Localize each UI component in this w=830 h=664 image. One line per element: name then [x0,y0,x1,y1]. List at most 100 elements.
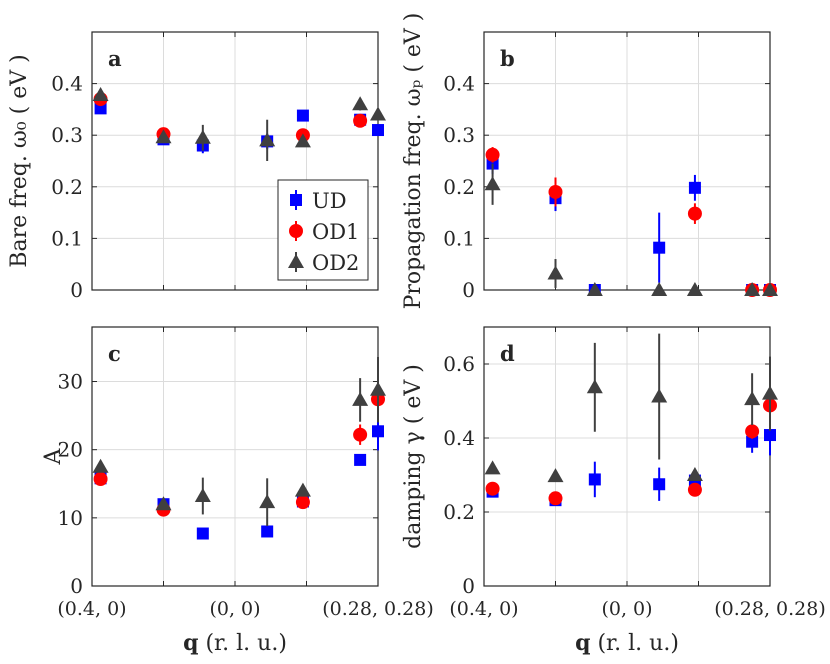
data-point-od2-3 [259,132,276,147]
data-point-od2-1 [547,468,564,483]
data-point-ud-3 [653,241,666,254]
data-point-od1-2 [687,482,702,497]
data-point-od2-0 [92,458,109,473]
x-tick-label: (0.28, 0.28) [714,598,826,620]
x-axis-label: q (r. l. u.) [575,630,679,656]
y-axis-label-b: Propagation freq. ωₚ ( eV ) [401,13,426,310]
y-tick-label: 0.6 [443,352,475,376]
series-od2 [484,333,778,483]
y-axis-label-a: Bare freq. ω₀ ( eV ) [7,54,32,267]
data-point-ud-5 [746,435,759,448]
data-point-ud-6 [764,429,776,442]
data-point-ud-4 [688,181,701,194]
legend-label-od2: OD2 [312,251,359,275]
data-point-od2-0 [92,86,109,101]
data-point-od2-2 [586,379,603,394]
y-tick-label: 0 [462,278,475,302]
data-point-od2-5 [352,96,369,111]
data-point-od2-4 [686,282,703,296]
panel-b: 0 0.1 0.2 0.3 0.4 b Propagation freq. ωₚ ( eV … [401,13,778,310]
data-point-od1-2 [687,206,702,221]
data-point-od2-3 [651,388,668,403]
data-point-od2-1 [155,129,172,144]
panel-c: 0 10 20 30 c A (0.4, 0) (0, 0) (0.28, 0.28) q (r.… [41,326,434,656]
data-point-od2-4 [294,482,311,497]
data-point-ud-6 [372,425,384,438]
y-tick-label: 0 [462,574,475,598]
panel-letter-a: a [108,46,122,71]
x-tick-label: (0, 0) [209,598,260,620]
data-point-od2-6 [370,106,386,121]
y-tick-label: 0.2 [443,175,475,199]
data-point-od2-6 [762,385,778,400]
data-point-od1-3 [353,113,368,128]
data-point-od2-2 [194,129,211,144]
y-axis-label-d: damping γ ( eV ) [401,364,426,549]
x-axis-label-bold: q [575,630,590,656]
series-od2 [92,356,386,527]
x-tick-label: (0.4, 0) [57,598,126,620]
legend-marker-od2 [288,254,304,268]
y-tick-label: 0.4 [51,72,83,96]
data-point-od1-0 [485,481,500,496]
panel-a: 0 0.1 0.2 0.3 0.4 a Bare freq. ω₀ ( eV ) UD OD1 O… [7,31,386,302]
series-od2 [92,86,386,161]
data-point-od1-3 [353,427,368,442]
legend-marker-od1 [289,224,303,238]
data-point-od1-0 [93,471,108,486]
data-point-ud-4 [296,109,309,122]
data-point-od2-2 [586,282,603,296]
data-point-od2-5 [744,391,761,406]
y-tick-label: 0 [70,574,83,598]
data-point-od1-0 [485,147,500,162]
legend-label-ud: UD [312,189,347,213]
x-axis-label-rest: (r. l. u.) [590,631,678,656]
data-point-od2-6 [370,381,386,396]
y-tick-label: 0.1 [51,226,83,250]
data-point-ud-3 [653,478,666,491]
data-point-ud-3 [261,525,274,538]
data-point-od1-3 [745,424,760,439]
x-axis-label-bold: q [183,630,198,656]
y-axis-label-c: A [41,447,66,465]
data-point-ud-2 [196,527,209,540]
y-tick-label: 0.2 [443,500,475,524]
data-point-od2-3 [259,494,276,509]
data-point-od2-6 [762,282,778,296]
panel-letter-c: c [108,341,121,366]
data-point-od2-0 [484,176,501,191]
x-tick-label: (0.28, 0.28) [322,598,434,620]
x-axis-label-rest: (r. l. u.) [198,631,286,656]
y-tick-label: 30 [58,370,83,394]
data-point-od2-5 [352,391,369,406]
y-tick-label: 0.2 [51,175,83,199]
data-point-od1-1 [548,491,563,506]
data-point-od2-5 [744,282,761,296]
data-point-od2-4 [686,467,703,481]
legend-label-od1: OD1 [312,220,359,244]
data-point-od2-0 [484,460,501,475]
x-tick-label: (0, 0) [601,598,652,620]
data-point-od1-1 [548,184,563,199]
x-tick-label: (0.4, 0) [449,598,518,620]
data-point-ud-6 [372,124,384,137]
y-tick-label: 0.4 [443,72,475,96]
x-axis-label: q (r. l. u.) [183,630,287,656]
panel-letter-b: b [500,46,515,71]
y-tick-label: 0.4 [443,426,475,450]
y-tick-label: 0.3 [51,123,83,147]
data-point-od1-2 [295,495,310,510]
data-point-ud-2 [588,473,601,486]
data-point-od2-4 [294,133,311,148]
series-od2 [484,163,778,296]
data-point-od2-3 [651,282,668,296]
data-point-od2-1 [155,496,172,511]
legend-marker-ud [290,194,302,206]
data-point-od2-1 [547,265,564,280]
panel-letter-d: d [500,341,515,366]
data-point-ud-5 [354,453,367,466]
y-tick-label: 0 [70,278,83,302]
data-point-od2-2 [194,488,211,503]
panel-d: 0 0.2 0.4 0.6 d damping γ ( eV ) (0.4, 0) (0, 0… [401,326,826,656]
